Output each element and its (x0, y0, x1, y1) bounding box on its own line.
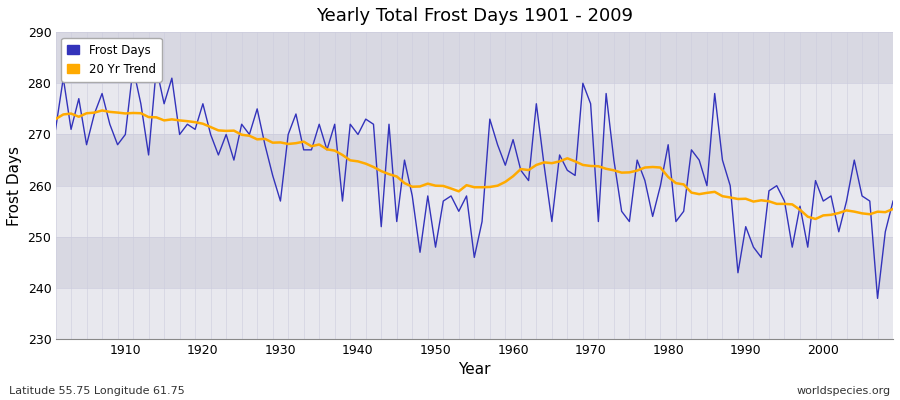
Legend: Frost Days, 20 Yr Trend: Frost Days, 20 Yr Trend (61, 38, 161, 82)
Frost Days (508, 137, 518, 142)
Frost Days (112, 142, 123, 147)
Line: Frost Days: Frost Days (56, 68, 893, 298)
20 Yr Trend (120, 111, 130, 116)
Frost Days (50, 127, 61, 132)
Text: Latitude 55.75 Longitude 61.75: Latitude 55.75 Longitude 61.75 (9, 386, 184, 396)
Bar (56, 288, 893, 339)
20 Yr Trend (887, 206, 898, 211)
X-axis label: Year: Year (458, 362, 491, 377)
20 Yr Trend (516, 167, 526, 172)
20 Yr Trend (338, 152, 348, 157)
Text: worldspecies.org: worldspecies.org (796, 386, 891, 396)
20 Yr Trend (608, 168, 619, 173)
Bar (56, 237, 893, 288)
Frost Days (291, 112, 302, 116)
Line: 20 Yr Trend: 20 Yr Trend (56, 110, 893, 219)
20 Yr Trend (96, 108, 107, 113)
Frost Days (516, 168, 526, 173)
Frost Days (872, 296, 883, 301)
Bar (56, 32, 893, 83)
20 Yr Trend (291, 141, 302, 146)
Frost Days (608, 158, 619, 162)
Y-axis label: Frost Days: Frost Days (7, 146, 22, 226)
Bar (56, 186, 893, 237)
Bar (56, 134, 893, 186)
Title: Yearly Total Frost Days 1901 - 2009: Yearly Total Frost Days 1901 - 2009 (316, 7, 633, 25)
20 Yr Trend (508, 174, 518, 179)
Bar (56, 83, 893, 134)
Frost Days (338, 199, 348, 204)
20 Yr Trend (810, 216, 821, 221)
20 Yr Trend (50, 117, 61, 122)
Frost Days (887, 199, 898, 204)
Frost Days (128, 66, 139, 70)
